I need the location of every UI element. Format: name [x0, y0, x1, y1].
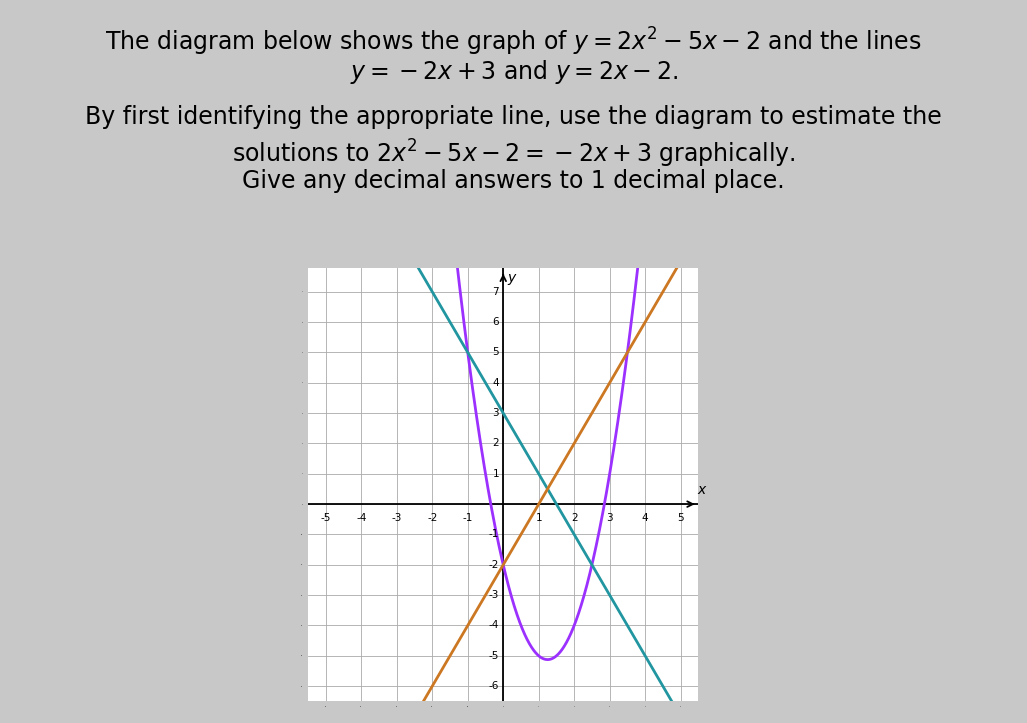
- Text: -2: -2: [427, 513, 438, 523]
- Text: -2: -2: [489, 560, 499, 570]
- Text: 2: 2: [571, 513, 577, 523]
- Text: 3: 3: [492, 408, 499, 418]
- Text: 3: 3: [606, 513, 613, 523]
- Text: -4: -4: [489, 620, 499, 630]
- Text: The diagram below shows the graph of $y = 2x^2 - 5x - 2$ and the lines: The diagram below shows the graph of $y …: [105, 25, 922, 58]
- Text: 5: 5: [678, 513, 684, 523]
- Text: 2: 2: [492, 438, 499, 448]
- Text: 4: 4: [492, 378, 499, 388]
- Text: -3: -3: [391, 513, 402, 523]
- Text: $y$: $y$: [507, 272, 519, 287]
- Text: -5: -5: [489, 651, 499, 661]
- Text: -5: -5: [320, 513, 331, 523]
- Text: -3: -3: [489, 590, 499, 600]
- Text: -6: -6: [489, 681, 499, 691]
- Text: 6: 6: [492, 317, 499, 327]
- Text: 1: 1: [535, 513, 542, 523]
- Text: 4: 4: [642, 513, 648, 523]
- Text: -4: -4: [356, 513, 367, 523]
- Text: 1: 1: [492, 469, 499, 479]
- Text: $x$: $x$: [696, 482, 708, 497]
- Text: By first identifying the appropriate line, use the diagram to estimate the: By first identifying the appropriate lin…: [85, 105, 942, 129]
- Text: 7: 7: [492, 287, 499, 296]
- Text: -1: -1: [462, 513, 473, 523]
- Text: -1: -1: [489, 529, 499, 539]
- Text: Give any decimal answers to 1 decimal place.: Give any decimal answers to 1 decimal pl…: [242, 169, 785, 193]
- Text: 5: 5: [492, 348, 499, 357]
- Text: solutions to $2x^2 - 5x - 2 = -2x + 3$ graphically.: solutions to $2x^2 - 5x - 2 = -2x + 3$ g…: [232, 137, 795, 170]
- Text: $y = -2x + 3$ and $y = 2x - 2$.: $y = -2x + 3$ and $y = 2x - 2$.: [349, 58, 678, 86]
